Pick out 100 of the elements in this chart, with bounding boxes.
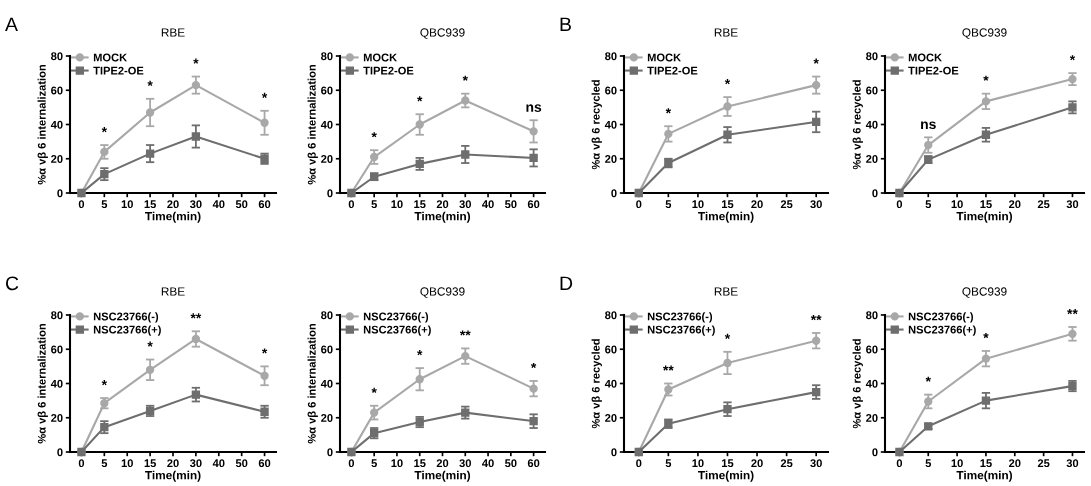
x-tick-label: 60 — [258, 459, 271, 468]
point — [723, 405, 732, 414]
text: D — [560, 276, 573, 291]
x-tick-label: 15 — [980, 200, 992, 209]
x-tick-label: 50 — [235, 459, 248, 468]
x-tick-label: 15 — [414, 459, 426, 468]
legend-label: NSC23766(+) — [93, 325, 161, 336]
x-tick-label: 60 — [258, 200, 271, 209]
annotation: ** — [459, 330, 471, 336]
x-tick-label: 5 — [101, 459, 108, 468]
x-axis-title: Time(min) — [414, 470, 471, 482]
legend-label: TIPE2-OE — [363, 66, 414, 75]
chart-title: RBE — [161, 28, 185, 37]
point — [812, 336, 821, 345]
x-tick-label: 20 — [436, 459, 449, 468]
point — [723, 102, 732, 111]
y-tick-label: 60 — [321, 345, 333, 354]
legend-label: TIPE2-OE — [647, 66, 698, 75]
annotation: ** — [190, 313, 202, 319]
x-axis-title: Time(min) — [414, 211, 471, 223]
x-tick-label: 30 — [1066, 200, 1079, 209]
x-tick-label: 10 — [692, 459, 704, 468]
point — [723, 130, 732, 139]
y-tick-label: 40 — [320, 379, 333, 388]
legend-label: MOCK — [647, 53, 681, 62]
x-tick-label: 5 — [665, 459, 672, 468]
x-tick-label: 10 — [951, 459, 963, 468]
x-tick-label: 10 — [391, 200, 403, 209]
y-tick-label: 0 — [611, 448, 617, 457]
y-tick-label: 20 — [51, 155, 63, 163]
y-tick-label: 20 — [605, 155, 617, 163]
point — [812, 117, 821, 127]
x-tick-label: 40 — [482, 459, 494, 468]
y-tick-label: 60 — [605, 86, 617, 95]
point — [924, 140, 933, 150]
point — [981, 97, 991, 106]
point — [723, 358, 732, 368]
annotation: * — [147, 80, 153, 86]
x-tick-label: 10 — [951, 200, 963, 209]
y-tick-label: 20 — [321, 155, 333, 163]
x-axis-title: Time(min) — [698, 470, 754, 482]
y-tick-label: 0 — [872, 189, 878, 198]
y-tick-label: 40 — [50, 379, 63, 388]
annotation: * — [193, 58, 199, 64]
x-tick-label: 0 — [636, 200, 642, 209]
x-tick-label: 50 — [505, 459, 517, 468]
x-tick-label: 20 — [1008, 459, 1021, 468]
annotation: * — [101, 380, 108, 386]
legend-label: MOCK — [93, 53, 128, 62]
x-tick-label: 15 — [414, 200, 426, 209]
annotation: * — [665, 108, 672, 114]
x-tick-label: 0 — [636, 459, 642, 468]
y-tick-label: 20 — [51, 414, 63, 422]
x-tick-label: 40 — [482, 200, 494, 209]
chart-title: QBC939 — [962, 28, 1007, 39]
x-tick-label: 15 — [144, 200, 156, 209]
legend-label: MOCK — [363, 53, 398, 62]
x-tick-label: 25 — [780, 200, 793, 209]
x-tick-label: 10 — [692, 200, 704, 209]
y-axis-title: %α vβ 6 internalization — [307, 323, 318, 444]
y-tick-label: 40 — [604, 120, 617, 129]
x-axis-title: Time(min) — [956, 470, 1013, 482]
legend-label: NSC23766(+) — [647, 325, 715, 336]
x-tick-label: 30 — [1066, 459, 1079, 468]
x-tick-label: 0 — [348, 459, 355, 468]
point — [924, 397, 933, 406]
y-tick-label: 80 — [866, 311, 878, 320]
legend-label: MOCK — [908, 53, 942, 62]
point — [981, 130, 991, 139]
y-tick-label: 60 — [866, 86, 878, 95]
y-tick-label: 40 — [320, 120, 333, 129]
y-tick-label: 0 — [57, 189, 63, 198]
x-tick-label: 15 — [722, 200, 734, 209]
chart-title: QBC939 — [962, 287, 1007, 298]
annotation: * — [147, 341, 153, 347]
y-tick-label: 0 — [327, 448, 333, 457]
x-axis-title: Time(min) — [145, 470, 201, 482]
y-tick-label: 40 — [50, 120, 63, 129]
x-tick-label: 10 — [391, 459, 403, 468]
y-axis-title: %α vβ 6 recycled — [591, 339, 602, 429]
x-tick-label: 15 — [722, 459, 734, 468]
x-tick-label: 25 — [780, 459, 793, 468]
y-tick-label: 80 — [866, 52, 878, 61]
annotation: * — [101, 127, 108, 133]
x-tick-label: 0 — [78, 459, 85, 468]
y-tick-label: 0 — [327, 189, 333, 198]
x-tick-label: 0 — [896, 200, 903, 209]
x-tick-label: 0 — [896, 459, 903, 468]
x-tick-label: 0 — [78, 200, 85, 209]
y-tick-label: 80 — [605, 52, 617, 61]
x-tick-label: 60 — [527, 459, 540, 468]
x-tick-label: 50 — [235, 200, 248, 209]
x-tick-label: 20 — [167, 200, 179, 209]
y-axis-title: %α vβ 6 recycled — [591, 80, 602, 170]
y-tick-label: 0 — [872, 448, 878, 457]
y-tick-label: 40 — [604, 379, 617, 388]
x-tick-label: 20 — [436, 200, 449, 209]
annotation: * — [813, 58, 819, 64]
y-tick-label: 60 — [51, 86, 63, 95]
y-tick-label: 60 — [51, 345, 63, 354]
